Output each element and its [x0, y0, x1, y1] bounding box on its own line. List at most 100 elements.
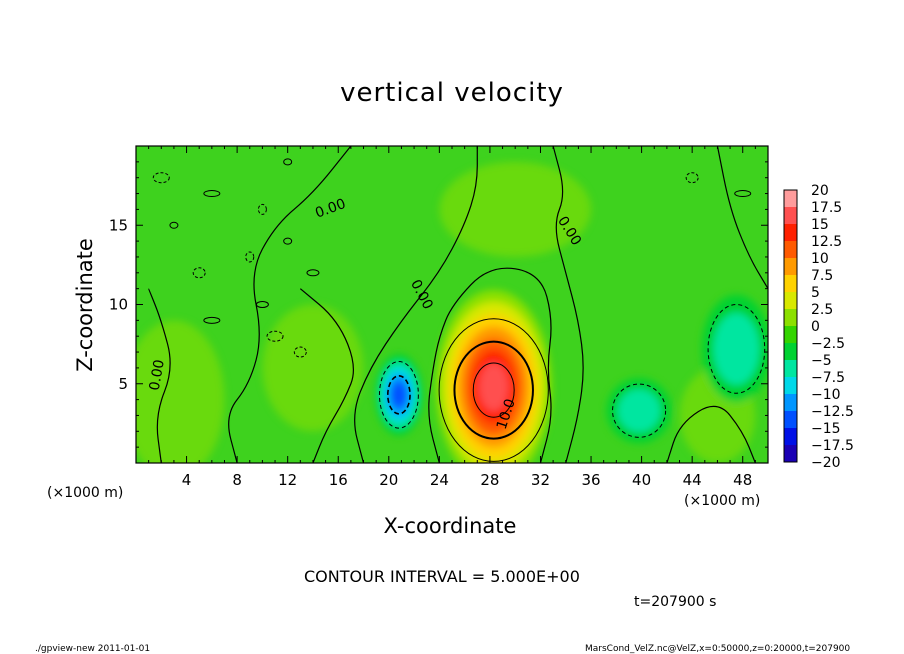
- footer-program-date: ./gpview-new 2011-01-01: [35, 644, 151, 654]
- x-tick-label: 20: [379, 471, 398, 489]
- colorbar-label: 2.5: [811, 302, 833, 318]
- x-tick-label: 44: [683, 471, 702, 489]
- contour-label-3: 0.00: [147, 358, 168, 391]
- colorbar-swatch: [784, 258, 797, 276]
- noise-contour-10: [306, 269, 320, 277]
- colorbar-label: 10: [811, 251, 829, 267]
- colorbar-swatch: [784, 224, 797, 242]
- contour-lines: [148, 146, 768, 463]
- colorbar-swatch: [784, 309, 797, 327]
- plot-area: [136, 146, 768, 463]
- x-tick-label: 36: [581, 471, 600, 489]
- x-tick-label: 24: [430, 471, 449, 489]
- colorbar-label: 5: [811, 285, 820, 301]
- y-tick-label: 5: [118, 375, 128, 393]
- colorbar-swatch: [784, 411, 797, 429]
- updraft-contour-2: [472, 362, 515, 418]
- colorbar-swatch: [784, 377, 797, 395]
- downdraft-2-band-1: [617, 389, 661, 433]
- colorbar-label: 7.5: [811, 268, 833, 284]
- zero-contour-3: [428, 267, 552, 463]
- zero-contour-4: [552, 146, 584, 463]
- updraft-contour-0: [438, 318, 549, 462]
- downdraft-1-band-4: [391, 381, 407, 409]
- colorbar-label: −2.5: [811, 336, 845, 352]
- noise-contour-3: [245, 251, 255, 263]
- noise-contour-14: [734, 190, 752, 198]
- contour-interval-note: CONTOUR INTERVAL = 5.000E+00: [304, 567, 580, 586]
- colorbar-swatch: [784, 360, 797, 378]
- colorbar-swatch: [784, 190, 797, 208]
- colorbar-swatch: [784, 241, 797, 259]
- x-tick-label: 40: [632, 471, 651, 489]
- colorbar-label: −15: [811, 421, 841, 437]
- x-tick-label: 8: [232, 471, 242, 489]
- zero-contour-7: [299, 288, 354, 463]
- x-unit-left: (×1000 m): [47, 485, 124, 501]
- downdraft-3-band-1: [713, 312, 760, 385]
- downdraft-core-contour: [386, 375, 411, 415]
- footer-data-source: MarsCond_VelZ.nc@VelZ,x=0:50000,z=0:2000…: [585, 644, 851, 654]
- x-axis-label: X-coordinate: [383, 514, 517, 538]
- colorbar-label: 20: [811, 183, 829, 199]
- downdraft-contour-2: [707, 304, 766, 394]
- zero-contour-2: [354, 146, 478, 463]
- colorbar-swatch: [784, 445, 797, 463]
- colorbar: 2017.51512.5107.552.50−2.5−5−7.5−10−12.5…: [783, 183, 854, 471]
- x-tick-label: 16: [329, 471, 348, 489]
- colorbar-label: −10: [811, 387, 841, 403]
- x-tick-label: 28: [480, 471, 499, 489]
- noise-contour-0: [169, 221, 179, 229]
- colorbar-swatch: [784, 207, 797, 225]
- colorbar-label: −17.5: [811, 438, 854, 454]
- zero-contour-6: [716, 146, 768, 289]
- colorbar-label: 15: [811, 217, 829, 233]
- colorbar-label: −5: [811, 353, 832, 369]
- colorbar-label: 0: [811, 319, 820, 335]
- noise-contour-5: [266, 330, 284, 342]
- zero-contour-5: [666, 405, 756, 463]
- zero-contour-0: [148, 288, 171, 463]
- colorbar-label: −12.5: [811, 404, 854, 420]
- x-tick-label: 48: [733, 471, 752, 489]
- noise-contour-8: [203, 316, 221, 324]
- chart-title: vertical velocity: [340, 78, 564, 108]
- colorbar-label: −7.5: [811, 370, 845, 386]
- y-tick-label: 15: [109, 216, 128, 234]
- downdraft-contour-1: [612, 383, 667, 438]
- field-patch-3: [439, 161, 592, 257]
- colorbar-swatch: [784, 428, 797, 446]
- noise-contour-11: [152, 172, 170, 184]
- velocity-field: [136, 161, 768, 463]
- y-axis: 5 10 15: [109, 161, 768, 448]
- field-patch-1: [262, 304, 364, 432]
- field-patch-0: [136, 320, 225, 463]
- y-tick-label: 10: [109, 296, 128, 314]
- noise-contour-12: [283, 158, 293, 166]
- colorbar-swatch: [784, 275, 797, 293]
- noise-contour-2: [203, 190, 221, 198]
- x-axis: 4 8 12 16 20 24 28 32 36 40 44 48: [148, 146, 756, 489]
- colorbar-swatch: [784, 343, 797, 361]
- noise-contour-6: [283, 237, 293, 245]
- y-axis-label: Z-coordinate: [73, 238, 97, 372]
- colorbar-swatch: [784, 292, 797, 310]
- colorbar-swatch: [784, 394, 797, 412]
- noise-contour-9: [257, 203, 267, 215]
- x-tick-label: 12: [278, 471, 297, 489]
- noise-contour-4: [255, 301, 269, 308]
- colorbar-label: 17.5: [811, 200, 842, 216]
- time-stamp: t=207900 s: [634, 594, 717, 610]
- colorbar-label: −20: [811, 455, 841, 471]
- x-tick-label: 32: [531, 471, 550, 489]
- x-tick-label: 4: [182, 471, 192, 489]
- colorbar-swatch: [784, 326, 797, 344]
- noise-contour-13: [685, 172, 699, 184]
- noise-contour-1: [192, 267, 206, 279]
- colorbar-frame: [783, 189, 798, 463]
- noise-contour-7: [293, 346, 307, 358]
- colorbar-label: 12.5: [811, 234, 842, 250]
- updraft-contour-1: [453, 340, 534, 440]
- downdraft-contour-0: [378, 361, 419, 429]
